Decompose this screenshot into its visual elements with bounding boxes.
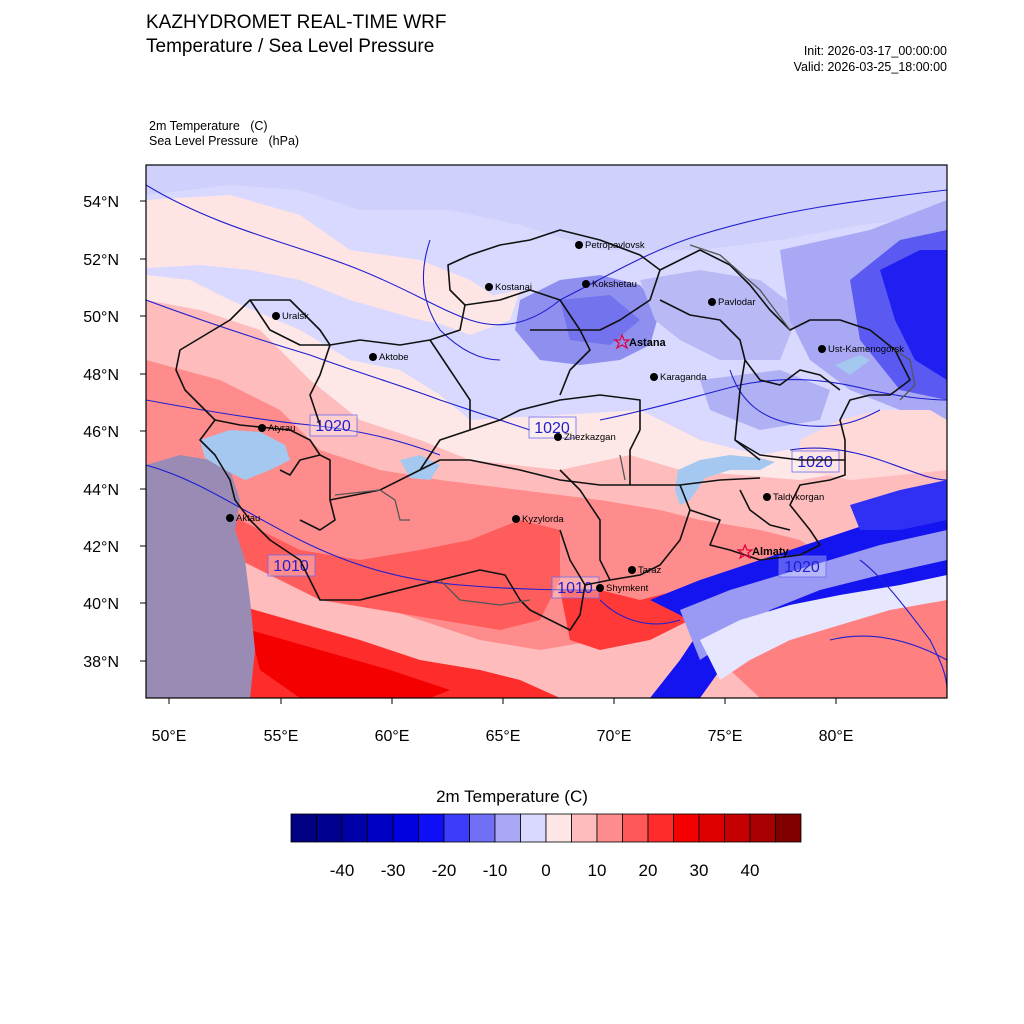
lat-label: 50°N (83, 309, 119, 326)
city-label: Taldykorgan (773, 492, 824, 503)
city-label: Ust-Kamenogorsk (828, 344, 904, 355)
chart-title: KAZHYDROMET REAL-TIME WRF (146, 12, 447, 33)
colorbar-swatch (698, 813, 725, 843)
colorbar-swatch (571, 813, 598, 843)
city-label: Kostanai (495, 282, 532, 293)
lat-label: 42°N (83, 539, 119, 556)
isobar-label: 1020 (797, 454, 833, 471)
lon-label: 65°E (486, 728, 521, 745)
valid-time: Valid: 2026-03-25_18:00:00 (793, 60, 947, 74)
colorbar (290, 813, 802, 843)
colorbar-tick-label: -20 (431, 861, 457, 880)
country-borders (334, 244, 916, 606)
city-label: Atyrau (268, 423, 295, 434)
colorbar-tick-label: -30 (380, 861, 406, 880)
city-label: Pavlodar (718, 297, 756, 308)
pressure-variable-label: Sea Level Pressure (hPa) (149, 134, 300, 148)
lat-label: 44°N (83, 482, 119, 499)
isobar-label: 1020 (534, 420, 570, 437)
colorbar-tick-label: -10 (482, 861, 508, 880)
city-label: Aktau (236, 513, 260, 524)
lon-label: 55°E (264, 728, 299, 745)
city-markers: Petropavlovsk Kostanai Kokshetau Uralsk … (226, 240, 904, 594)
city-label: Uralsk (282, 311, 309, 322)
lon-label: 75°E (708, 728, 743, 745)
colorbar-tick-label: 0 (541, 861, 551, 880)
lat-label: 48°N (83, 367, 119, 384)
lat-axis-labels: 54°N 52°N 50°N 48°N 46°N 44°N 42°N 40°N … (83, 194, 119, 671)
colorbar-tick-label: 10 (587, 861, 607, 880)
isobar-label: 1020 (315, 418, 351, 435)
capital-label: Almaty (752, 546, 790, 558)
colorbar-swatch (749, 813, 776, 843)
colorbar-swatch (724, 813, 751, 843)
lat-label: 52°N (83, 252, 119, 269)
colorbar-swatch (418, 813, 445, 843)
city-label: Karaganda (660, 372, 707, 383)
isobar-label-group: 1020 1020 1020 1010 1010 1020 (267, 414, 840, 599)
city-label: Kyzylorda (522, 514, 564, 525)
lat-label: 38°N (83, 654, 119, 671)
colorbar-title: 2m Temperature (C) (436, 787, 588, 806)
city-label: Shymkent (606, 583, 649, 594)
colorbar-swatch (469, 813, 496, 843)
colorbar-swatch (290, 813, 317, 843)
colorbar-swatch (392, 813, 419, 843)
city-label: Taraz (638, 565, 661, 576)
isobar-label: 1020 (784, 559, 820, 576)
lat-label: 54°N (83, 194, 119, 211)
isobar-label: 1010 (557, 580, 593, 597)
colorbar-swatch (647, 813, 674, 843)
colorbar-tick-label: 40 (740, 861, 760, 880)
capital-markers: Astana Almaty (613, 333, 790, 560)
init-time: Init: 2026-03-17_00:00:00 (803, 44, 947, 58)
temperature-variable-label: 2m Temperature (C) (149, 119, 268, 133)
lon-label: 60°E (375, 728, 410, 745)
chart-subtitle: Temperature / Sea Level Pressure (146, 36, 435, 57)
capital-label: Astana (629, 337, 667, 349)
lon-label: 50°E (152, 728, 187, 745)
colorbar-swatch (367, 813, 394, 843)
colorbar-swatch (341, 813, 368, 843)
city-label: Zhezkazgan (564, 432, 616, 443)
axis-ticks (140, 200, 837, 704)
colorbar-swatch (775, 813, 802, 843)
colorbar-swatch (545, 813, 572, 843)
isobar-label: 1010 (273, 558, 309, 575)
city-label: Aktobe (379, 352, 409, 363)
region-borders (175, 229, 911, 631)
city-label: Petropavlovsk (585, 240, 645, 251)
colorbar-tick-label: 20 (638, 861, 658, 880)
colorbar-swatch (443, 813, 470, 843)
lon-label: 80°E (819, 728, 854, 745)
colorbar-tick-label: 30 (689, 861, 709, 880)
colorbar-swatch (622, 813, 649, 843)
lat-label: 40°N (83, 596, 119, 613)
colorbar-swatch (673, 813, 700, 843)
colorbar-swatch (494, 813, 521, 843)
lat-label: 46°N (83, 424, 119, 441)
colorbar-swatch (596, 813, 623, 843)
city-label: Kokshetau (592, 279, 637, 290)
colorbar-swatch (520, 813, 547, 843)
lon-label: 70°E (597, 728, 632, 745)
lon-axis-labels: 50°E 55°E 60°E 65°E 70°E 75°E 80°E (152, 728, 854, 745)
colorbar-tick-label: -40 (329, 861, 355, 880)
colorbar-swatch (316, 813, 343, 843)
